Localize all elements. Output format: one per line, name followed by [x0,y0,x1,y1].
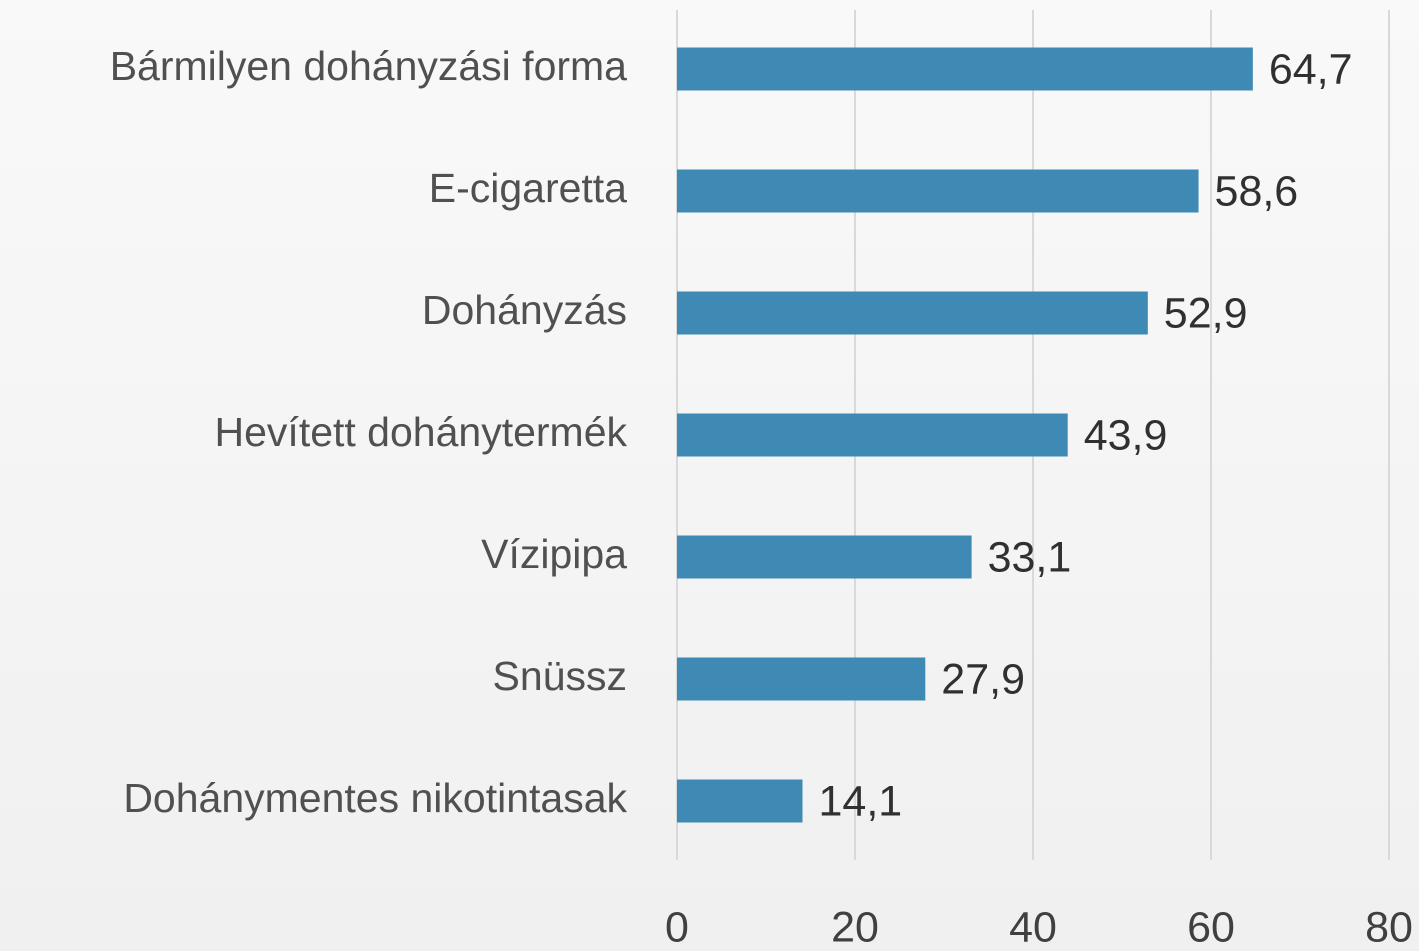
bar [677,535,972,579]
bar [677,47,1253,91]
y-tick-label: Dohánymentes nikotintasak [123,775,627,821]
bar [677,779,803,823]
y-tick-label: Snüssz [493,653,627,699]
data-label: 58,6 [1215,167,1299,215]
y-tick-label: Bármilyen dohányzási forma [110,43,627,89]
y-tick-label: Vízipipa [481,531,627,577]
y-tick-label: Dohányzás [422,287,627,333]
data-label: 43,9 [1084,411,1168,459]
x-tick-label: 60 [1187,903,1235,951]
bar [677,291,1148,335]
data-label: 33,1 [988,533,1072,581]
y-tick-label: E-cigaretta [429,165,627,211]
data-label: 64,7 [1269,45,1353,93]
data-label: 52,9 [1164,289,1248,337]
bar [677,413,1068,457]
x-tick-label: 0 [665,903,689,951]
data-label: 27,9 [941,655,1025,703]
x-tick-label: 40 [1009,903,1057,951]
bar [677,657,926,701]
y-tick-label: Hevített dohánytermék [215,409,628,455]
x-tick-label: 80 [1365,903,1413,951]
data-label: 14,1 [818,777,902,825]
x-tick-label: 20 [831,903,879,951]
bar [677,169,1199,213]
